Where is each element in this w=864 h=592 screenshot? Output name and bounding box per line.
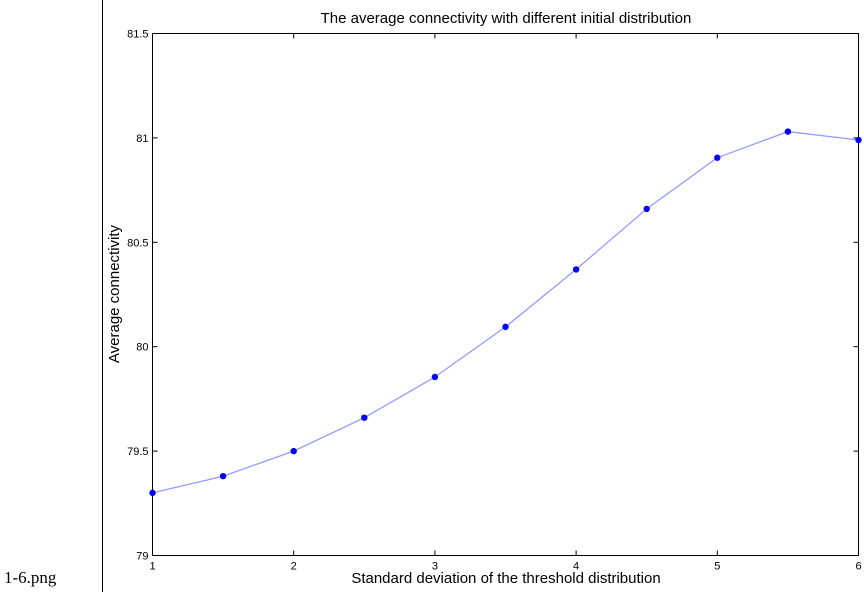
x-tick-label: 4 [573, 561, 579, 573]
x-axis-label: Standard deviation of the threshold dist… [351, 570, 660, 587]
y-axis-ticks: 79 79.5 80 80.5 81 81.5 [127, 29, 859, 563]
y-tick-label: 79 [136, 551, 148, 563]
x-tick-label: 3 [432, 561, 438, 573]
data-point [149, 489, 156, 497]
y-tick-label: 81.5 [127, 29, 148, 41]
series-layer [149, 128, 862, 497]
x-tick-label: 6 [855, 561, 861, 573]
chart-title: The average connectivity with different … [321, 10, 692, 27]
y-tick-label: 80 [136, 342, 148, 354]
x-axis-ticks: 1 2 3 4 5 6 [149, 33, 862, 573]
data-point [219, 472, 227, 480]
data-point [502, 323, 509, 331]
data-point [784, 128, 792, 135]
data-point [290, 447, 297, 455]
file-caption: 1-6.png [4, 568, 57, 587]
x-tick-label: 1 [149, 561, 155, 573]
data-point [714, 154, 721, 161]
y-tick-label: 80.5 [127, 237, 148, 249]
y-axis-label: Average connectivity [106, 224, 123, 363]
x-tick-label: 5 [714, 561, 720, 573]
data-point [643, 205, 650, 213]
x-tick-label: 2 [291, 561, 297, 573]
y-tick-label: 79.5 [127, 446, 148, 458]
data-point [431, 373, 439, 381]
plot-frame [152, 33, 859, 556]
data-point [572, 266, 580, 273]
series-line [152, 130, 859, 494]
data-point [361, 414, 368, 421]
y-tick-label: 81 [136, 133, 148, 145]
data-point [855, 136, 862, 144]
